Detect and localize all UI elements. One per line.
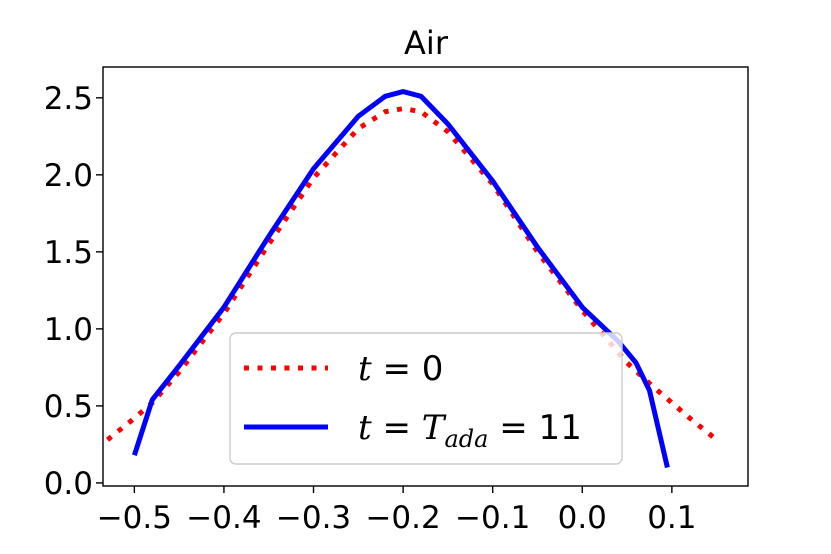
legend-tada-T: T	[422, 408, 447, 448]
y-tick-label: 1.0	[44, 312, 93, 348]
x-tick-label: −0.5	[97, 500, 172, 536]
series-line-t0	[105, 106, 719, 442]
y-tick-label: 0.0	[44, 466, 93, 502]
legend-tada-sub: ada	[444, 425, 488, 453]
legend-label-t0: t = 0	[358, 349, 443, 389]
x-tick-label: −0.2	[365, 500, 440, 536]
legend-tada-eq1: =	[372, 408, 422, 448]
y-tick-label: 2.0	[44, 158, 93, 194]
y-axis: 0.0 0.5 1.0 1.5 2.0 2.5	[44, 81, 103, 502]
y-tick-label: 0.5	[44, 389, 93, 425]
legend-tada-var: t	[358, 408, 372, 448]
y-tick-label: 1.5	[44, 235, 93, 271]
chart-title: Air	[404, 24, 449, 62]
y-tick-label: 2.5	[44, 81, 93, 117]
x-tick-label: −0.4	[186, 500, 261, 536]
x-axis: −0.5 −0.4 −0.3 −0.2 −0.1 0.0 0.1	[97, 486, 697, 536]
x-tick-label: −0.3	[276, 500, 351, 536]
plot-frame	[102, 66, 749, 487]
legend: t = 0 t = Tada = 11	[229, 332, 623, 465]
x-tick-label: −0.1	[455, 500, 530, 536]
legend-t0-var: t	[358, 349, 372, 389]
legend-tada-rest: = 11	[488, 408, 581, 448]
x-tick-label: 0.1	[647, 500, 696, 536]
legend-label-tada: t = Tada = 11	[358, 408, 582, 453]
legend-t0-rest: = 0	[372, 349, 444, 389]
x-tick-label: 0.0	[558, 500, 607, 536]
